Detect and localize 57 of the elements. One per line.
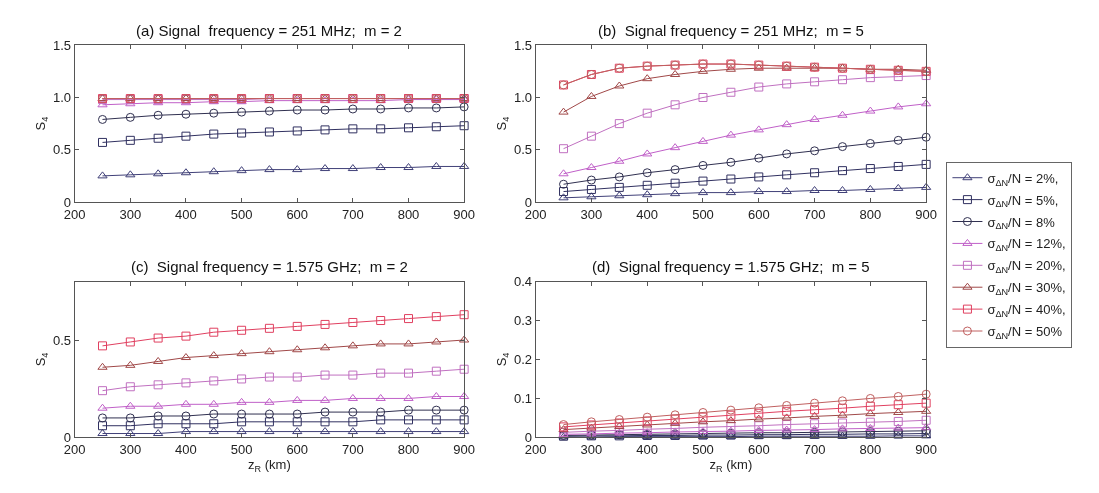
x-tick-label: 600 — [286, 206, 309, 222]
x-axis-title: z$_{R}$ (km) — [709, 457, 753, 474]
x-axis-title: z$_{R}$ (km) — [248, 457, 291, 474]
x-tick-label: 900 — [453, 442, 475, 458]
x-tick-label: 400 — [636, 206, 659, 222]
legend-label: σ$_{ΔN}$/N = 5%, — [987, 192, 1059, 210]
chart-title: (a) Signal frequency = 251 MHz; m = 2 — [136, 22, 402, 39]
x-tick-label: 200 — [63, 442, 86, 458]
x-tick-label: 700 — [803, 442, 826, 458]
x-tick-label: 800 — [859, 206, 882, 222]
y-tick-label: 1.5 — [53, 37, 72, 53]
y-tick-label: 1.0 — [53, 90, 72, 106]
y-tick-label: 0.5 — [53, 332, 72, 348]
x-tick-label: 400 — [175, 206, 197, 222]
x-tick-label: 600 — [747, 206, 770, 222]
x-tick-label: 300 — [580, 442, 603, 458]
x-tick-label: 500 — [230, 206, 253, 222]
y-tick-label: 0 — [524, 429, 533, 445]
chart-title: (d) Signal frequency = 1.575 GHz; m = 5 — [592, 258, 870, 275]
x-tick-label: 300 — [119, 206, 142, 222]
x-tick-label: 300 — [119, 442, 142, 458]
y-tick-label: 0.2 — [513, 352, 533, 368]
legend-label: σ$_{ΔN}$/N = 40%, — [987, 302, 1066, 319]
y-tick-label: 0.3 — [513, 313, 533, 329]
y-tick-label: 0.1 — [513, 391, 533, 406]
x-tick-label: 500 — [230, 442, 253, 458]
legend-label: σ$_{ΔN}$/N = 12%, — [987, 236, 1066, 254]
x-tick-label: 700 — [803, 206, 826, 222]
x-tick-label: 900 — [453, 206, 475, 222]
x-tick-label: 800 — [859, 442, 882, 458]
legend-label: σ$_{ΔN}$/N = 50% — [987, 324, 1063, 341]
x-tick-label: 800 — [397, 206, 420, 222]
chart-title: (b) Signal frequency = 251 MHz; m = 5 — [598, 22, 864, 39]
y-tick-label: 0.5 — [513, 142, 533, 158]
x-tick-label: 600 — [747, 442, 770, 458]
x-tick-label: 600 — [286, 442, 309, 458]
legend-label: σ$_{ΔN}$/N = 2%, — [987, 170, 1059, 188]
x-tick-label: 200 — [524, 442, 547, 458]
x-tick-label: 500 — [692, 206, 714, 222]
y-tick-label: 0 — [63, 429, 72, 445]
x-tick-label: 400 — [636, 442, 659, 458]
legend-label: σ$_{ΔN}$/N = 30%, — [987, 280, 1066, 298]
x-tick-label: 900 — [915, 442, 937, 458]
x-tick-label: 900 — [915, 206, 937, 222]
y-tick-label: 1.0 — [513, 90, 533, 106]
x-tick-label: 300 — [580, 206, 603, 222]
y-tick-label: 1.5 — [513, 37, 533, 53]
x-tick-label: 800 — [397, 442, 420, 458]
x-tick-label: 400 — [175, 442, 197, 458]
y-tick-label: 0.4 — [513, 274, 533, 290]
chart-title: (c) Signal frequency = 1.575 GHz; m = 2 — [131, 258, 408, 275]
x-tick-label: 500 — [692, 442, 714, 458]
legend-label: σ$_{ΔN}$/N = 8% — [987, 214, 1056, 232]
x-tick-label: 700 — [342, 442, 364, 458]
y-tick-label: 0.5 — [53, 142, 72, 158]
legend-label: σ$_{ΔN}$/N = 20%, — [987, 258, 1066, 276]
x-tick-label: 700 — [342, 206, 364, 222]
